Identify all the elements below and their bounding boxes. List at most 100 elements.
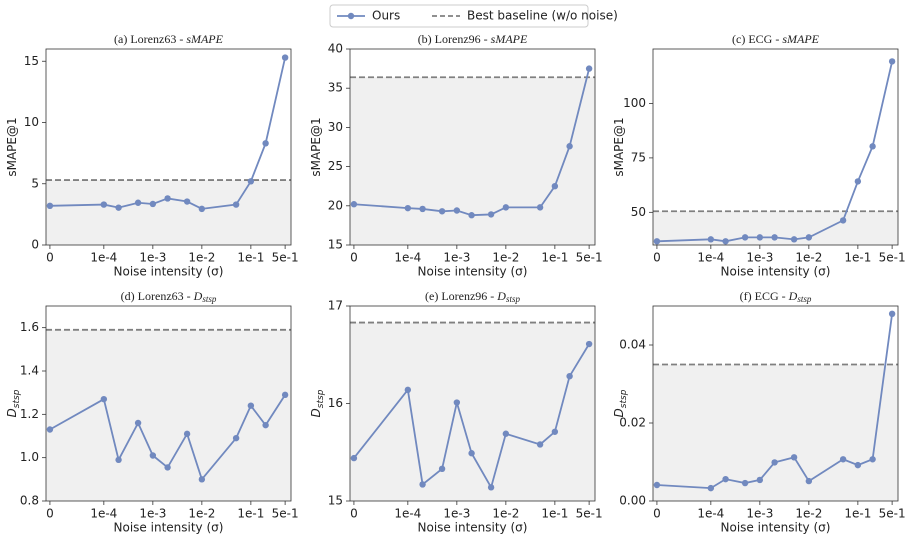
subplot: 0.00 0.02 0.04 0 1e-4 1e-3 1e-2 1e-1 5e-1 Noise i… [612, 289, 906, 535]
legend: Ours Best baseline (w/o noise) [329, 4, 618, 28]
data-point [741, 479, 749, 487]
title-symbol: sMAPE [186, 32, 223, 46]
data-point [134, 199, 142, 206]
x-tick-label: 1e-1 [844, 251, 871, 265]
x-axis-label: Noise intensity (σ) [114, 265, 224, 279]
y-axis-label: sMAPE@1 [5, 117, 19, 176]
title-text: (d) Lorenz63 - [121, 289, 194, 303]
x-tick-label: 0 [350, 507, 358, 521]
x-tick-label: 1e-2 [188, 251, 215, 265]
y-tick-label: 20 [328, 198, 343, 212]
x-axis-label: Noise intensity (σ) [418, 521, 528, 535]
data-point [232, 201, 240, 208]
x-tick-label: 1e-3 [443, 251, 470, 265]
data-point [100, 201, 108, 208]
y-tick-label: 0.04 [619, 338, 646, 352]
x-tick-label: 1e-4 [90, 251, 117, 265]
y-tick-label: 1.6 [20, 320, 39, 334]
data-point [585, 65, 593, 72]
baseline-region [46, 329, 291, 501]
x-tick-label: 5e-1 [879, 251, 906, 265]
data-point [805, 234, 813, 241]
x-axis-label: Noise intensity (σ) [418, 265, 528, 279]
data-point [198, 205, 206, 213]
x-tick-label: 0 [350, 251, 358, 265]
data-point [854, 461, 862, 469]
data-point [281, 54, 289, 61]
data-point [468, 212, 475, 219]
data-point [198, 476, 206, 483]
y-tick-label: 0.02 [619, 416, 646, 430]
data-point [262, 140, 269, 147]
data-point [404, 204, 412, 212]
y-tick-label: 40 [328, 42, 343, 56]
x-tick-label: 1e-3 [746, 251, 773, 265]
subplot-title: (e) Lorenz96 - Dstsp [425, 289, 520, 304]
x-tick-label: 1e-1 [237, 251, 264, 265]
data-point [790, 454, 798, 461]
title-text: (f) ECG - [740, 289, 789, 303]
x-tick-label: 1e-3 [443, 507, 470, 521]
subplot-title: (d) Lorenz63 - Dstsp [121, 289, 217, 304]
data-point [707, 484, 715, 492]
data-point [149, 200, 157, 208]
data-point [756, 234, 764, 241]
series-line [353, 343, 590, 490]
title-symbol: sMAPE [491, 32, 528, 46]
data-point [247, 178, 255, 185]
data-point [46, 202, 54, 209]
y-axis-label: sMAPE@1 [309, 117, 323, 176]
data-point [164, 464, 171, 471]
x-tick-label: 5e-1 [272, 251, 299, 265]
x-axis-label: Noise intensity (σ) [721, 265, 831, 279]
data-point [790, 236, 798, 243]
data-point [438, 465, 446, 473]
subplot: 15 16 17 0 1e-4 1e-3 1e-2 1e-1 5e-1 Noise intensi… [309, 289, 603, 535]
title-symbol: D [496, 289, 506, 303]
x-tick-label: 0 [46, 251, 54, 265]
axes-frame [652, 305, 899, 502]
x-tick-label: 1e-3 [746, 507, 773, 521]
data-point [839, 456, 847, 463]
title-symbol: D [788, 289, 798, 303]
y-tick-label: 100 [623, 96, 646, 110]
data-point [487, 484, 495, 491]
y-axis-label: sMAPE@1 [612, 117, 626, 176]
y-label-text: D [612, 408, 626, 417]
x-tick-label: 1e-2 [492, 507, 519, 521]
subplot-title: (f) ECG - Dstsp [740, 289, 812, 304]
y-tick-label: 16 [328, 396, 343, 410]
x-tick-label: 5e-1 [576, 507, 603, 521]
data-point [468, 450, 475, 457]
title-text: (b) Lorenz96 - [418, 32, 491, 46]
x-tick-label: 5e-1 [576, 251, 603, 265]
data-point [741, 234, 749, 241]
data-point [888, 58, 896, 65]
data-point [551, 183, 559, 190]
x-tick-label: 1e-1 [541, 507, 568, 521]
y-tick-label: 0.00 [619, 494, 646, 508]
data-point [164, 195, 171, 202]
data-point [536, 441, 544, 448]
y-tick-label: 75 [631, 150, 646, 164]
y-tick-label: 10 [24, 115, 39, 129]
x-tick-label: 1e-4 [394, 507, 421, 521]
data-point [350, 201, 358, 208]
legend-label: Best baseline (w/o noise) [467, 9, 618, 23]
data-point [115, 204, 122, 211]
legend-label: Ours [372, 9, 400, 23]
data-point [419, 481, 426, 488]
title-sub: stsp [202, 294, 217, 304]
data-point [566, 373, 573, 380]
y-tick-label: 0.8 [20, 494, 39, 508]
data-point [869, 143, 876, 150]
y-label-sub: stsp [619, 389, 629, 408]
data-point [134, 419, 142, 427]
data-point [585, 340, 593, 348]
data-point [536, 204, 544, 211]
axes-frame [652, 48, 899, 246]
data-point [722, 238, 729, 245]
subplot-title: (b) Lorenz96 - sMAPE [418, 32, 528, 46]
data-point [453, 399, 461, 406]
